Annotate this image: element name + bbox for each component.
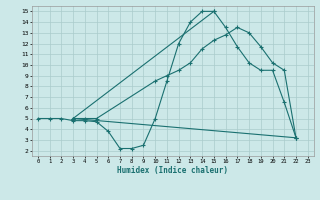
X-axis label: Humidex (Indice chaleur): Humidex (Indice chaleur) (117, 166, 228, 175)
